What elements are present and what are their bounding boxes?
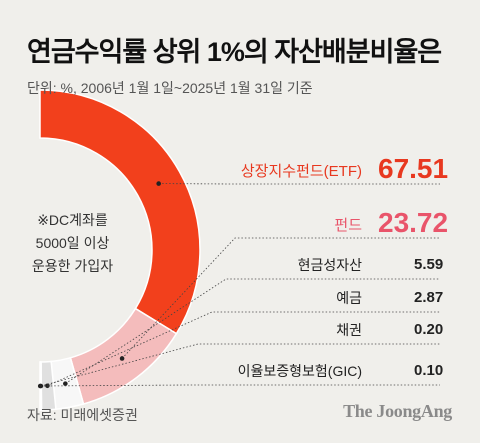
value-label: 67.51 bbox=[378, 153, 449, 184]
center-note-line: ※DC계좌를 bbox=[37, 212, 108, 228]
leader-dot bbox=[156, 181, 161, 186]
unit-note: 단위: %, 2006년 1월 1일~2025년 1월 31일 기준 bbox=[27, 80, 313, 96]
leader-line bbox=[40, 384, 440, 387]
legend-label: 현금성자산 bbox=[297, 257, 362, 273]
legend-label: 펀드 bbox=[334, 217, 362, 234]
donut-slices bbox=[39, 89, 201, 411]
center-note-line: 운용한 가입자 bbox=[31, 258, 114, 274]
value-label: 23.72 bbox=[378, 207, 449, 238]
center-note-line: 5000일 이상 bbox=[35, 235, 110, 251]
leader-line bbox=[121, 237, 440, 359]
legend-label: 예금 bbox=[336, 290, 362, 306]
leader-dot bbox=[119, 356, 125, 361]
brand-logo: The JoongAng bbox=[343, 401, 452, 421]
value-label: 0.20 bbox=[414, 321, 444, 338]
legend-label: 채권 bbox=[336, 322, 362, 338]
source-note: 자료: 미래에셋증권 bbox=[27, 407, 138, 423]
donut-slice bbox=[39, 89, 201, 335]
leader-line bbox=[65, 278, 440, 384]
value-label: 0.10 bbox=[414, 362, 444, 379]
value-label: 2.87 bbox=[414, 289, 444, 306]
legend-label: 상장지수펀드(ETF) bbox=[240, 163, 362, 180]
chart-title: 연금수익률 상위 1%의 자산배분비율은 bbox=[27, 37, 442, 67]
legend-label: 이율보증형보험(GIC) bbox=[237, 363, 362, 379]
leader-line bbox=[47, 311, 440, 387]
value-label: 5.59 bbox=[414, 256, 444, 273]
center-note: ※DC계좌를 5000일 이상 운용한 가입자 bbox=[0, 209, 145, 278]
leader-dot bbox=[37, 383, 43, 389]
leader-dot bbox=[63, 381, 68, 386]
leader-lines bbox=[37, 181, 440, 389]
